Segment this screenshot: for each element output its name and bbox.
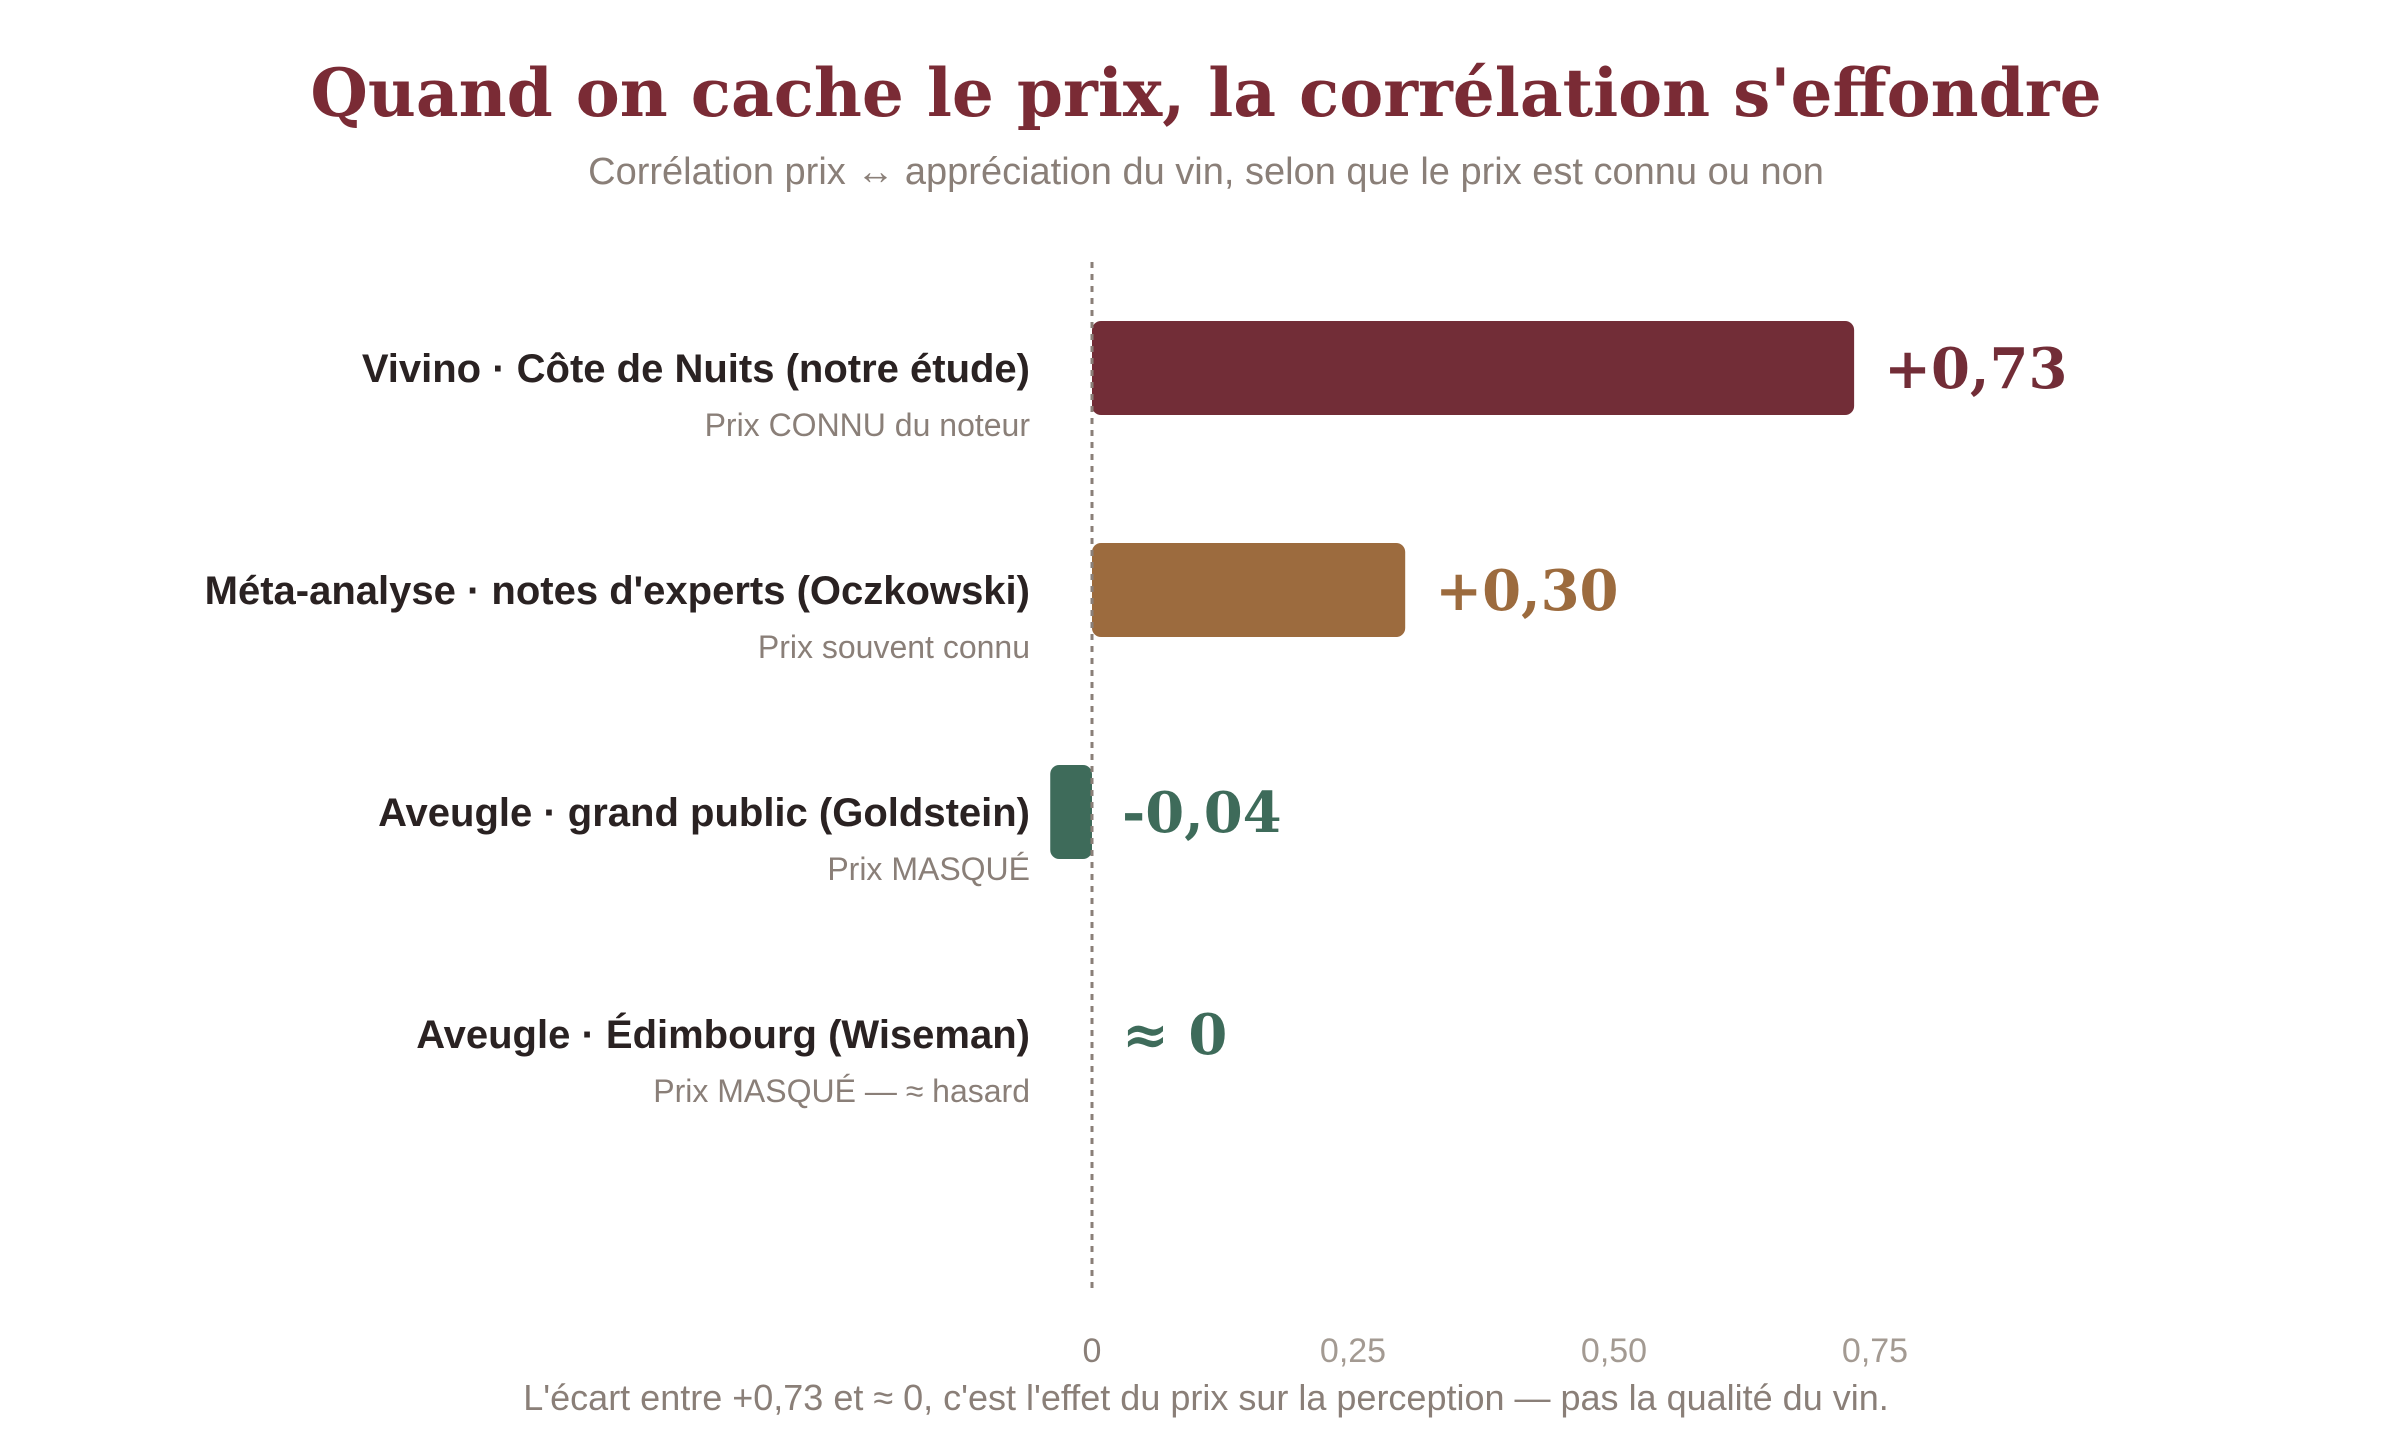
value-label: -0,04 <box>1122 780 1282 846</box>
x-tick-label: 0,50 <box>1581 1332 1647 1370</box>
bar <box>1092 321 1855 415</box>
bar <box>1050 765 1092 859</box>
x-tick-label: 0,75 <box>1842 1332 1908 1370</box>
category-note: Prix souvent connu <box>758 629 1030 665</box>
category-note: Prix MASQUÉ <box>827 851 1030 887</box>
x-axis-ticks: 0 0,25 0,50 0,75 <box>1083 1332 1909 1370</box>
x-tick-label: 0 <box>1083 1332 1102 1370</box>
value-label: +0,30 <box>1435 558 1618 624</box>
bars-layer: Vivino · Côte de Nuits (notre étude) Prix… <box>205 321 2067 1109</box>
chart-title: Quand on cache le prix, la corrélation s… <box>310 54 2101 132</box>
bar <box>1092 543 1406 637</box>
value-label: ≈ 0 <box>1122 1002 1227 1068</box>
x-tick-label: 0,25 <box>1320 1332 1386 1370</box>
category-label: Aveugle · grand public (Goldstein) <box>378 791 1030 835</box>
category-label: Aveugle · Édimbourg (Wiseman) <box>416 1012 1030 1057</box>
category-note: Prix MASQUÉ — ≈ hasard <box>653 1073 1030 1109</box>
category-label: Méta-analyse · notes d'experts (Oczkowsk… <box>205 569 1030 613</box>
category-label: Vivino · Côte de Nuits (notre étude) <box>362 347 1030 391</box>
category-note: Prix CONNU du noteur <box>705 407 1031 443</box>
chart-subtitle: Corrélation prix ↔ appréciation du vin, … <box>588 151 1824 193</box>
value-label: +0,73 <box>1884 336 2067 402</box>
chart-footnote: L'écart entre +0,73 et ≈ 0, c'est l'effe… <box>523 1377 1889 1418</box>
